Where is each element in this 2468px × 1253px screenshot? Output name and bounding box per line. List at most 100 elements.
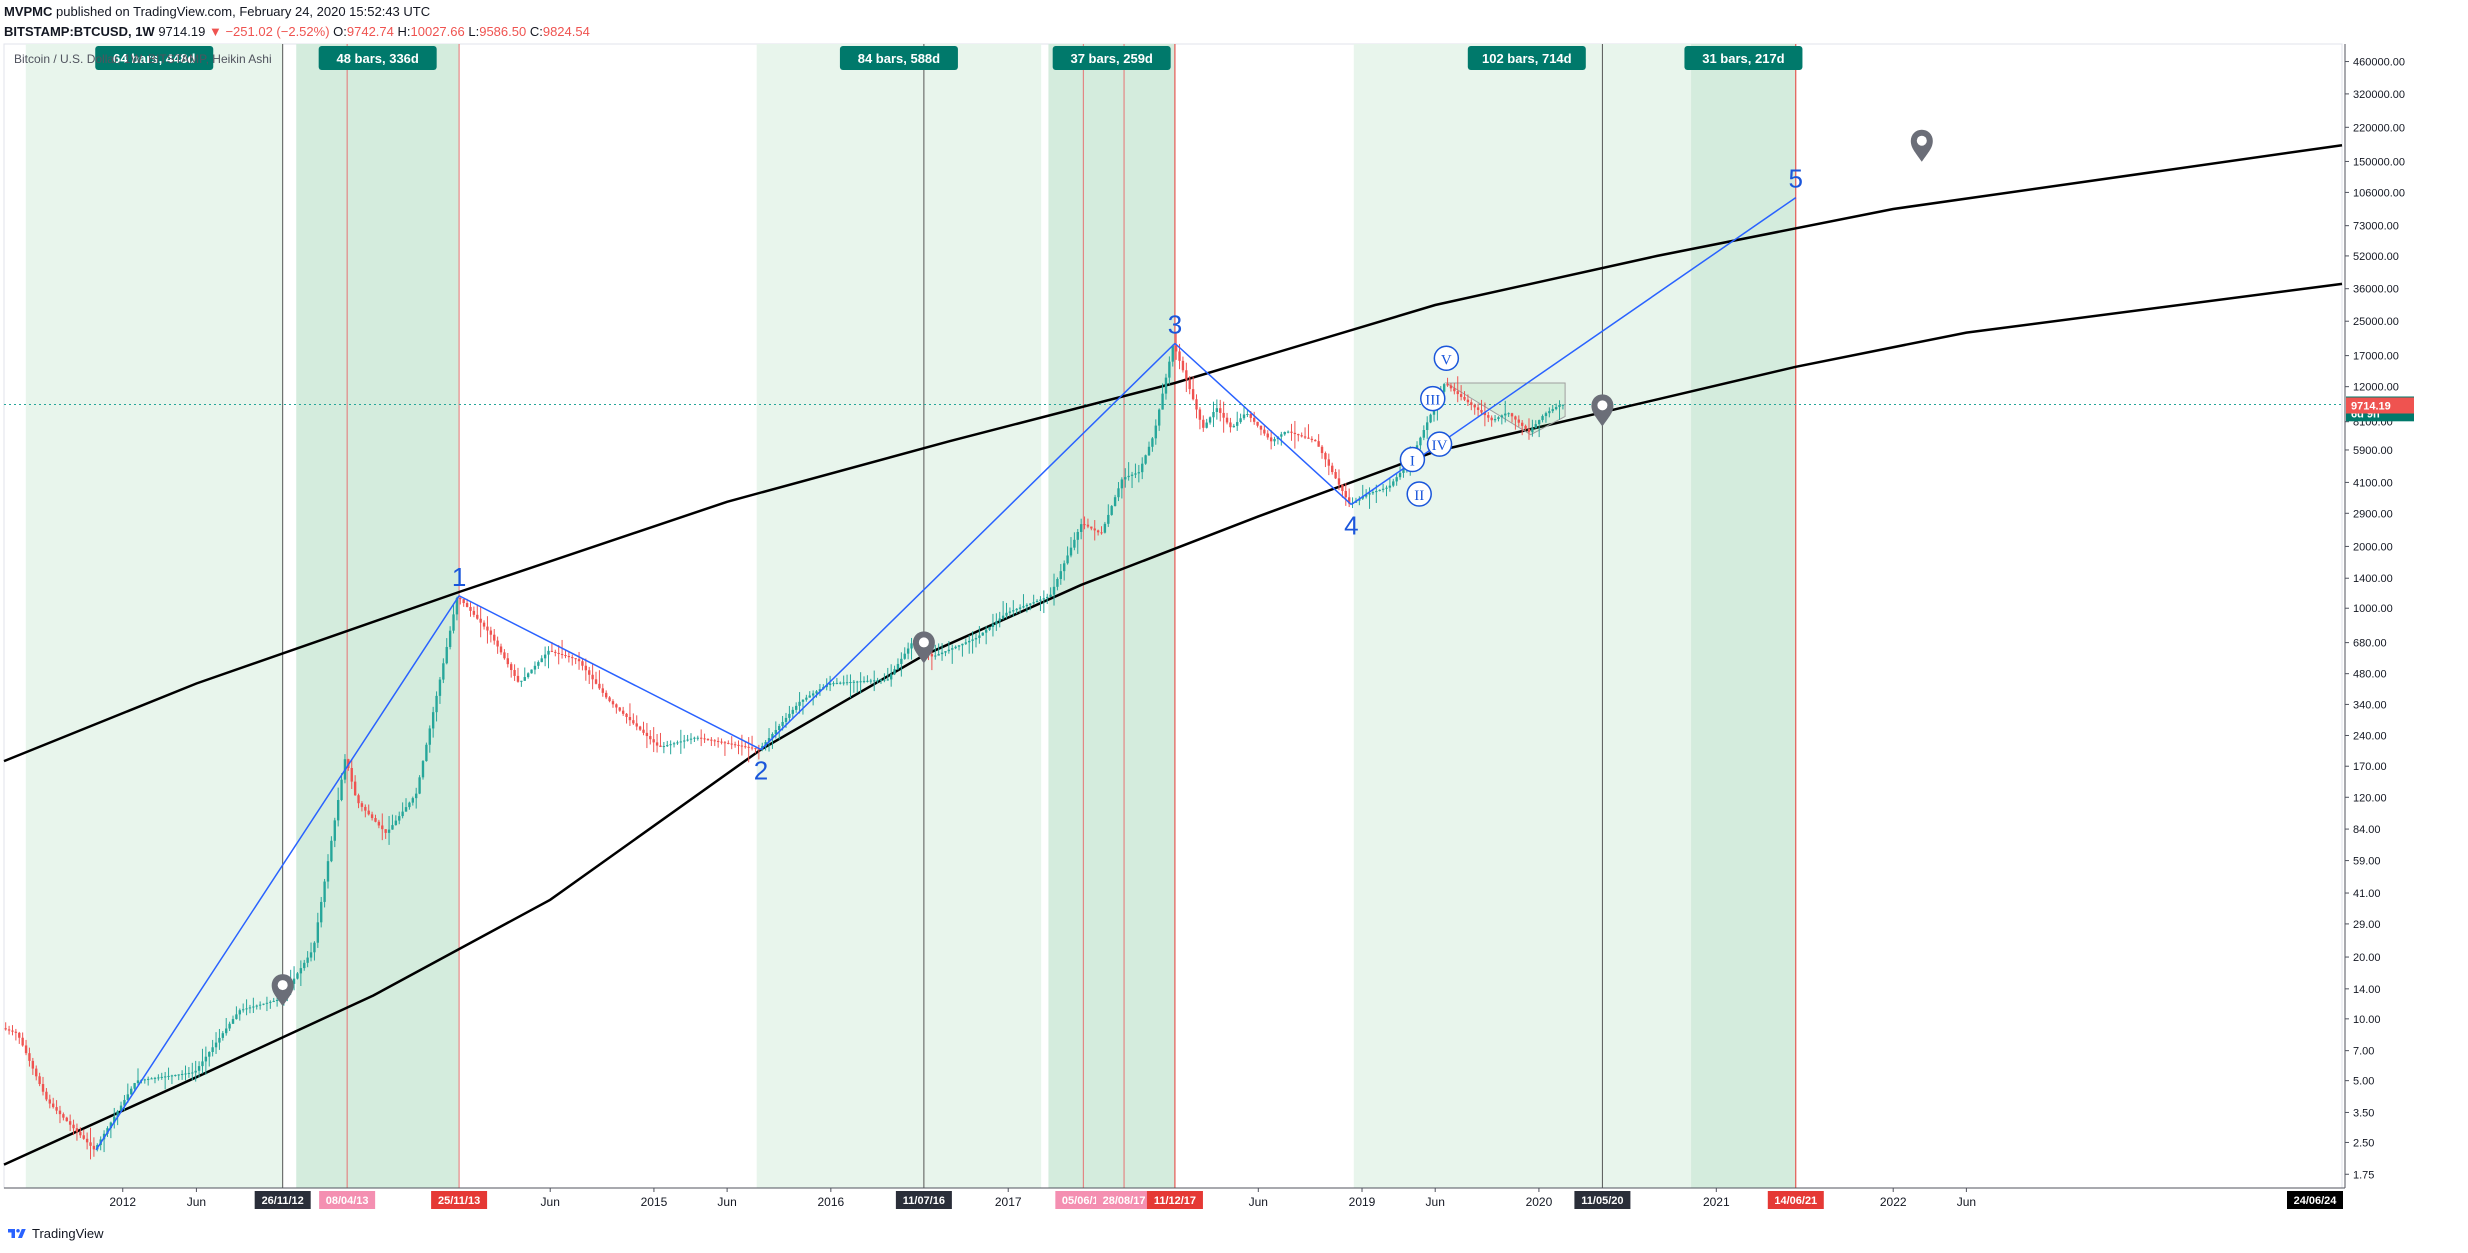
wave-line [95, 595, 460, 1151]
time-tick-label: 2015 [641, 1195, 668, 1209]
time-axis-badge-label: 05/06/17 [1062, 1195, 1105, 1207]
candle-body [442, 663, 445, 680]
price-tick-label: 14.00 [2353, 984, 2381, 996]
candle-body [79, 1131, 82, 1136]
candle-body [208, 1051, 211, 1057]
candle-body [1283, 431, 1286, 435]
sub-wave-label: II [1414, 488, 1424, 504]
candle-body [601, 688, 604, 693]
price-tick-label: 1000.00 [2353, 603, 2393, 615]
candle-body [645, 732, 649, 737]
low-label: L: [468, 24, 480, 39]
candle-body [1263, 429, 1266, 434]
time-axis-badge [431, 1191, 488, 1209]
candle-body [123, 1099, 126, 1106]
candle-body [465, 603, 469, 607]
candle-body [1120, 479, 1124, 489]
price-tick-label: 10.00 [2353, 1014, 2381, 1026]
candle-body [438, 679, 442, 696]
candle-body [72, 1124, 75, 1129]
sub-wave-circle [1399, 446, 1426, 473]
candle-body [218, 1037, 221, 1043]
candle-body [214, 1042, 218, 1048]
candle-body [876, 680, 879, 682]
map-pin-icon[interactable] [1910, 129, 1933, 162]
candle-body [1191, 389, 1195, 400]
price-tick-label: 52000.00 [2353, 251, 2399, 263]
candle-body [1331, 465, 1334, 473]
candle-body [201, 1061, 204, 1067]
candle-body [1524, 425, 1527, 430]
sub-wave-label: V [1441, 352, 1452, 368]
author-name[interactable]: MVPMC [4, 4, 53, 19]
map-pin-icon[interactable] [912, 631, 935, 664]
candle-body [1497, 417, 1500, 420]
time-axis-badge-label: 11/12/17 [1154, 1195, 1196, 1207]
candle-body [1022, 606, 1025, 608]
candle-body [828, 683, 832, 685]
price-tick-label: 25000.00 [2353, 316, 2399, 328]
candle-body [961, 643, 964, 646]
price-tick-label: 680.00 [2353, 638, 2387, 650]
time-axis-badge-label: 11/05/20 [1581, 1195, 1623, 1207]
candle-body [1236, 422, 1239, 426]
candle-body [1259, 425, 1263, 430]
candle-body [130, 1088, 133, 1095]
candle-body [350, 767, 353, 782]
brand-name: TradingView [32, 1226, 104, 1241]
tradingview-logo[interactable]: TradingView [6, 1226, 104, 1241]
candle-body [730, 743, 733, 745]
candle-body [1459, 394, 1463, 397]
candle-body [482, 622, 486, 627]
candle-body [275, 1000, 279, 1002]
map-pin-icon[interactable] [271, 974, 294, 1007]
price-tick-label: 17000.00 [2353, 351, 2399, 363]
map-pin-icon[interactable] [1591, 394, 1614, 427]
candle-body [611, 701, 615, 705]
tradingview-logo-icon [8, 1228, 26, 1238]
candle-body [225, 1028, 228, 1034]
candle-body [204, 1056, 208, 1062]
candle-body [1531, 428, 1534, 433]
candle-body [82, 1135, 85, 1139]
candle-body [903, 653, 906, 659]
candle-body [398, 816, 401, 821]
candle-body [978, 635, 981, 638]
candle-body [1012, 610, 1015, 612]
candle-body [306, 957, 309, 963]
candle-body [655, 742, 659, 746]
candle-body [513, 670, 516, 676]
candle-body [1300, 435, 1303, 437]
candle-body [1480, 409, 1483, 413]
candle-body [272, 1000, 275, 1002]
candle-body [798, 701, 801, 706]
candle-body [1490, 417, 1493, 421]
candle-body [1500, 415, 1504, 418]
map-pin-hole [918, 637, 929, 648]
candle-body [11, 1030, 14, 1032]
zone-label: 64 bars, 448d [113, 51, 195, 66]
candle-body [1561, 404, 1565, 406]
upper-channel-curve [3, 143, 2343, 763]
candle-body [1493, 419, 1497, 421]
candle-body [981, 632, 984, 636]
map-pin-hole [1597, 400, 1608, 411]
candle-body [1056, 578, 1059, 587]
candle-body [669, 744, 672, 746]
candle-body [153, 1077, 157, 1079]
candle-body [194, 1070, 197, 1073]
candle-body [197, 1066, 201, 1071]
candle-body [1470, 402, 1473, 405]
candle-body [455, 598, 459, 615]
price-tick-label: 170.00 [2353, 761, 2387, 773]
candle-body [866, 680, 869, 682]
candle-body [794, 705, 798, 710]
price-tick-label: 460000.00 [2353, 57, 2405, 69]
wave-label: 2 [754, 756, 768, 786]
candle-body [31, 1060, 35, 1069]
candle-body [1151, 438, 1154, 447]
candle-body [526, 673, 530, 678]
candle-body [255, 1005, 258, 1007]
candle-body [649, 736, 652, 740]
